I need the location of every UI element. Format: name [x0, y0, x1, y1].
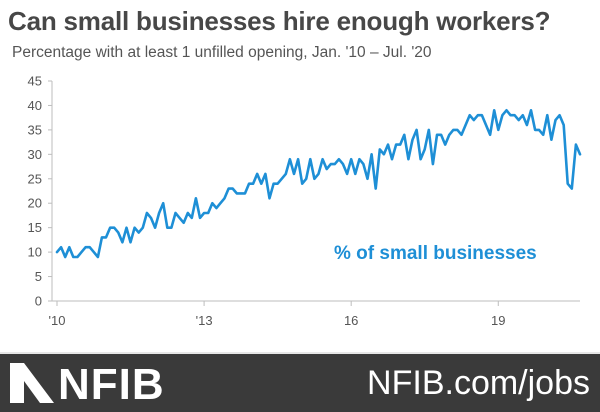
line-chart: 0 5 10 15 20 25 30 35 40 45 '10 '13 16 19 % of small… — [28, 74, 582, 328]
chart-axes — [51, 81, 580, 302]
chart-subtitle: Percentage with at least 1 unfilled open… — [12, 44, 432, 61]
footer-bar: NFIB NFIB.com/jobs — [0, 352, 600, 412]
y-tick-label: 20 — [28, 196, 42, 211]
x-tick-label: 19 — [491, 313, 505, 328]
y-tick-label: 15 — [28, 220, 42, 235]
y-axis-ticks: 0 5 10 15 20 25 30 35 40 45 — [28, 74, 52, 309]
y-tick-label: 25 — [28, 171, 42, 186]
y-tick-label: 40 — [28, 98, 42, 113]
y-tick-label: 10 — [28, 245, 42, 260]
chart-title: Can small businesses hire enough workers… — [8, 6, 551, 36]
site-link[interactable]: NFIB.com/jobs — [367, 364, 590, 402]
series-line — [55, 109, 582, 259]
x-axis-ticks: '10 '13 16 19 — [49, 301, 506, 328]
y-tick-label: 5 — [35, 269, 42, 284]
footer-divider — [0, 352, 600, 354]
series-annotation: % of small businesses — [334, 243, 537, 264]
nfib-mark-icon — [10, 363, 54, 403]
y-tick-label: 45 — [28, 74, 42, 89]
nfib-logo-text: NFIB — [58, 360, 165, 409]
y-tick-label: 0 — [35, 294, 42, 309]
x-tick-label: '10 — [49, 313, 66, 328]
x-tick-label: 16 — [344, 313, 358, 328]
x-tick-label: '13 — [196, 313, 213, 328]
y-tick-label: 30 — [28, 147, 42, 162]
y-tick-label: 35 — [28, 122, 42, 137]
